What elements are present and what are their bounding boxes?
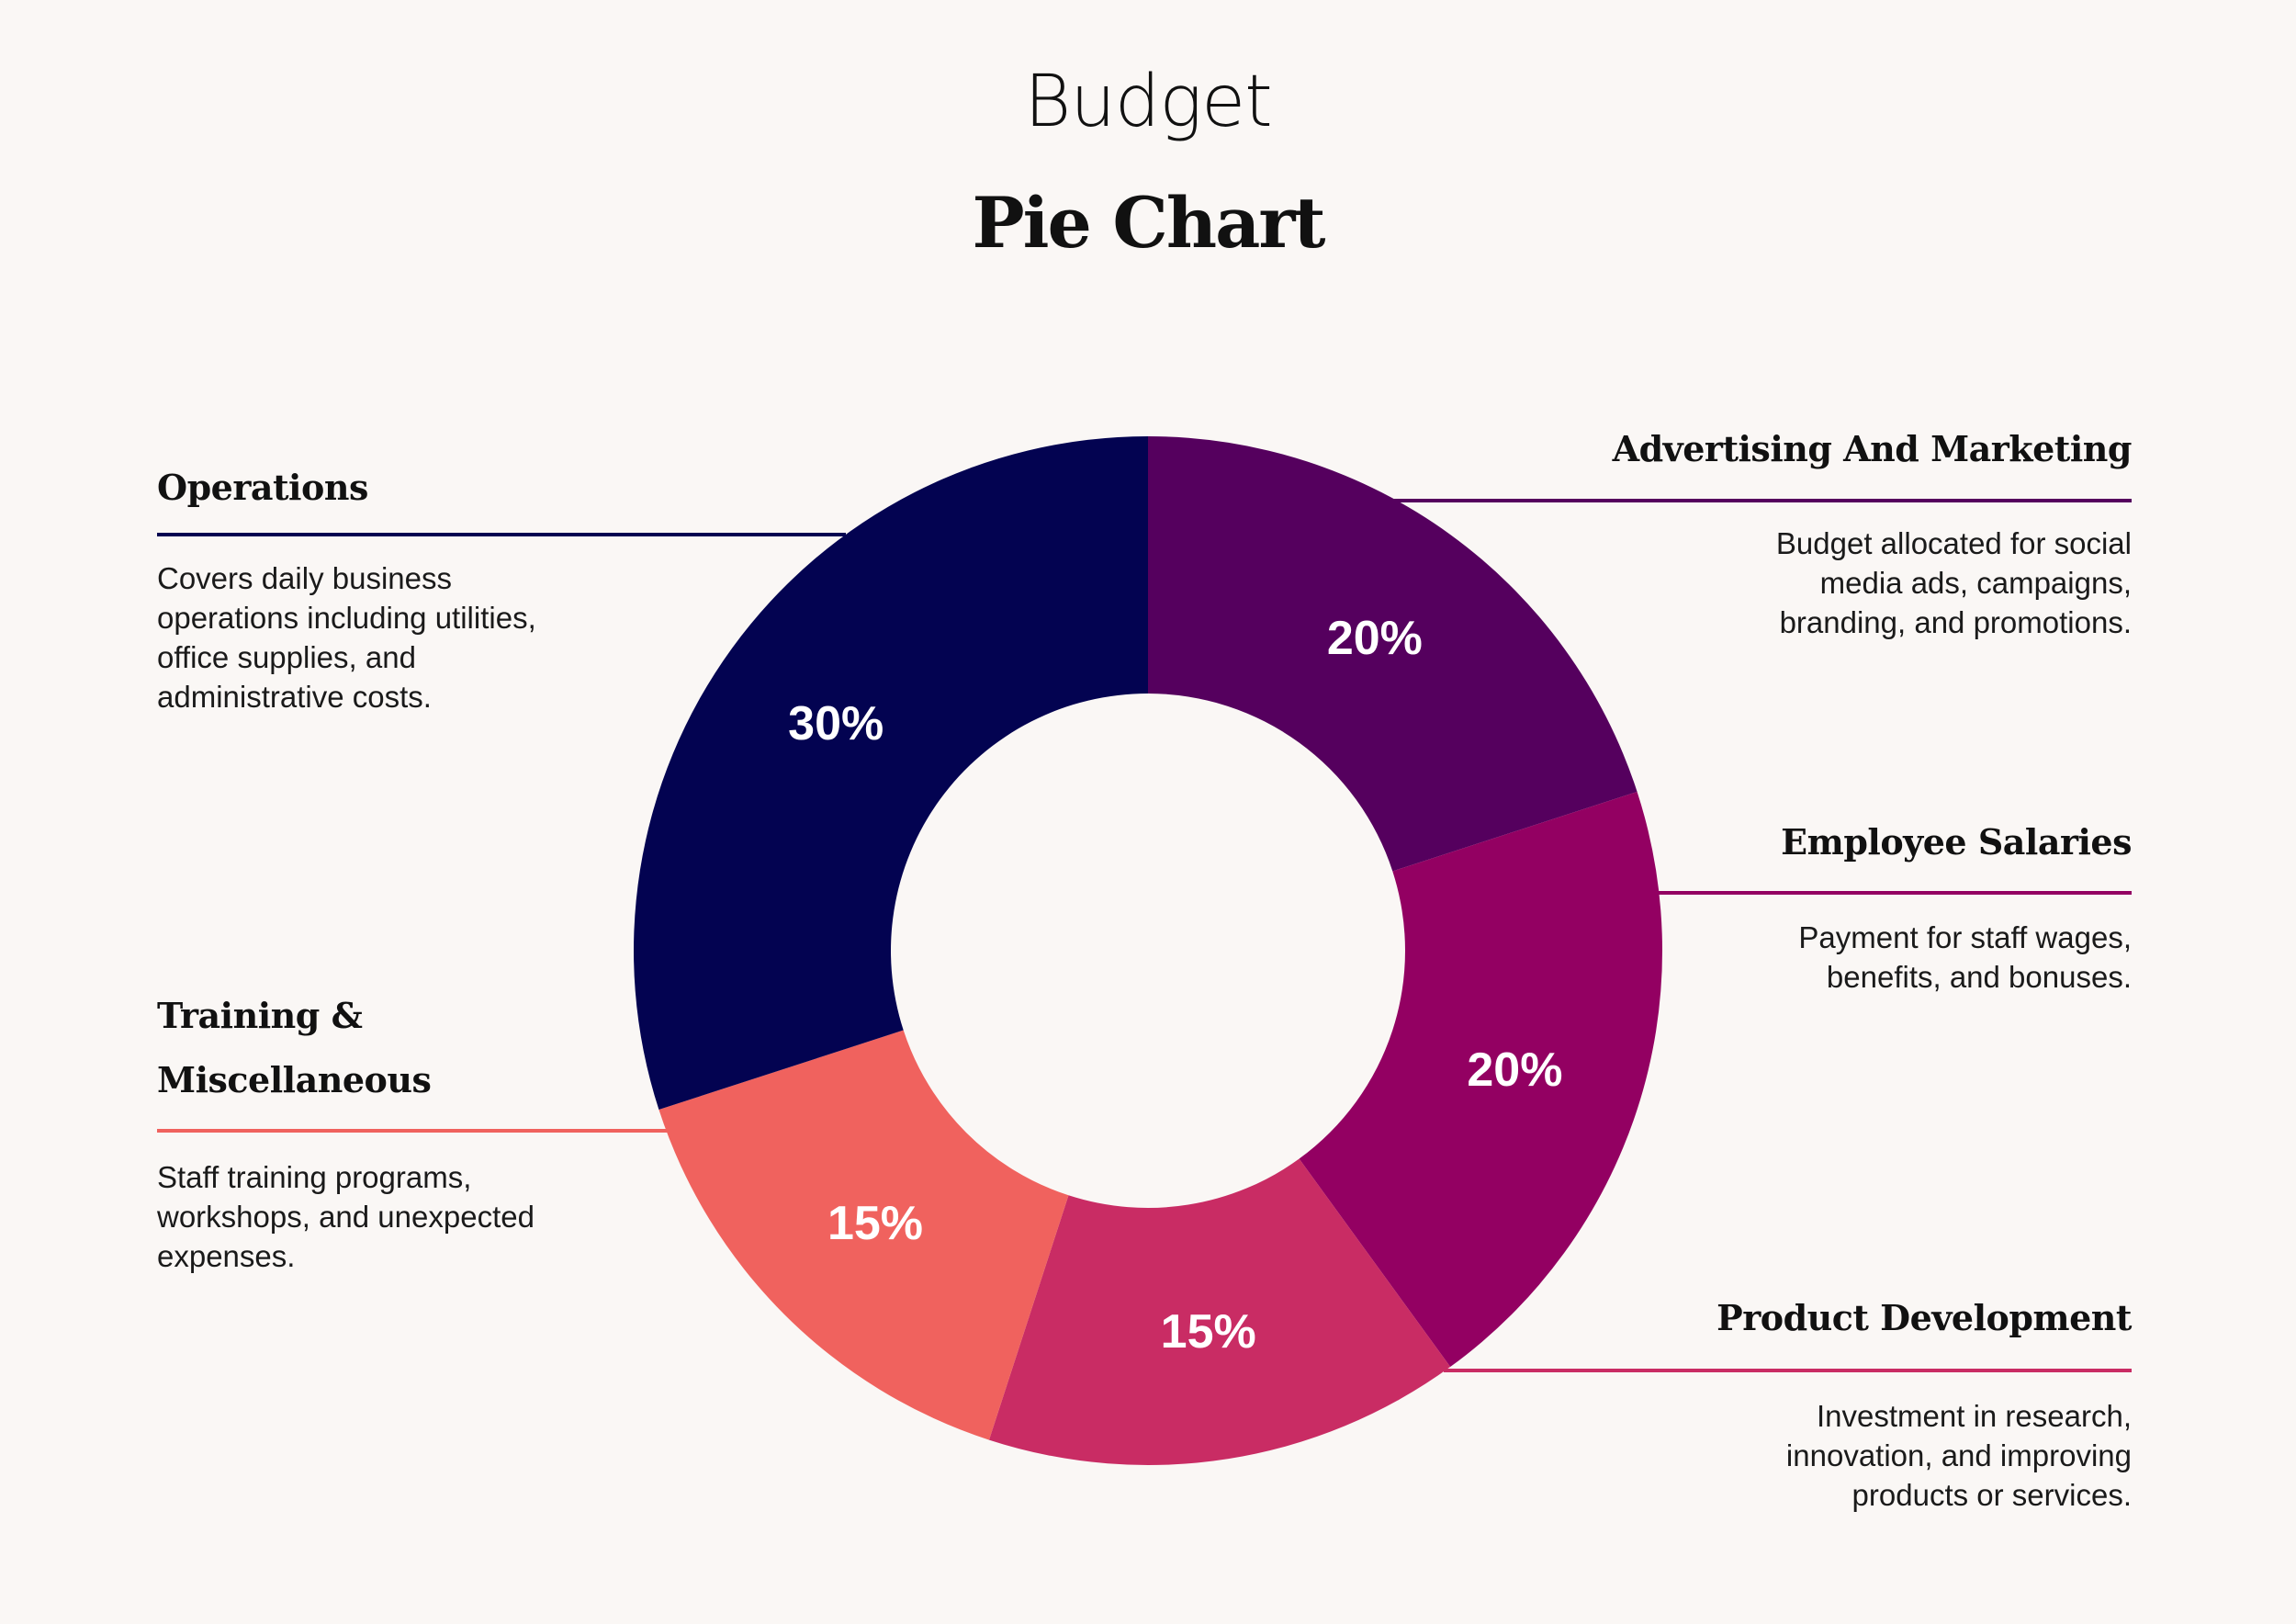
legend-advertising: Advertising And Marketing — [1397, 417, 2133, 481]
operations-divider — [157, 533, 846, 536]
legend-product: Product Development — [1397, 1286, 2132, 1350]
label-training-and-miscellaneous: 15% — [827, 1197, 923, 1250]
product-divider — [1444, 1369, 2132, 1372]
label-operations: 30% — [788, 697, 884, 750]
label-employee-salaries: 20% — [1467, 1043, 1562, 1097]
operations-description: Covers daily business operations includi… — [157, 561, 536, 714]
training-description: Staff training programs, workshops, and … — [157, 1160, 535, 1273]
chart-title: Budget — [1024, 61, 1272, 143]
chart-subtitle: Pie Chart — [972, 182, 1326, 264]
legend-operations: Operations — [157, 456, 635, 520]
salaries-description: Payment for staff wages, benefits, and b… — [1798, 920, 2132, 994]
salaries-divider — [1659, 891, 2132, 895]
salaries-title: Employee Salaries — [1781, 821, 2132, 863]
product-description: Investment in research, innovation, and … — [1785, 1399, 2132, 1512]
label-product-development: 15% — [1161, 1305, 1256, 1359]
advertising-description: Budget allocated for social media ads, c… — [1775, 526, 2132, 639]
slice-employee-salaries — [1299, 791, 1663, 1368]
operations-title: Operations — [157, 467, 368, 508]
slice-advertising-and-marketing — [1148, 436, 1638, 872]
product-title: Product Development — [1716, 1297, 2132, 1338]
slice-operations — [633, 435, 1148, 1111]
slice-product-development — [988, 1158, 1451, 1465]
label-advertising-and-marketing: 20% — [1327, 612, 1423, 665]
training-divider — [157, 1129, 669, 1133]
advertising-divider — [1382, 499, 2132, 502]
training-title: Training & Miscellaneous — [157, 995, 432, 1100]
slice-training-and-miscellaneous — [658, 1030, 1069, 1440]
legend-salaries: Employee Salaries — [1397, 810, 2132, 874]
advertising-title: Advertising And Marketing — [1612, 428, 2133, 469]
